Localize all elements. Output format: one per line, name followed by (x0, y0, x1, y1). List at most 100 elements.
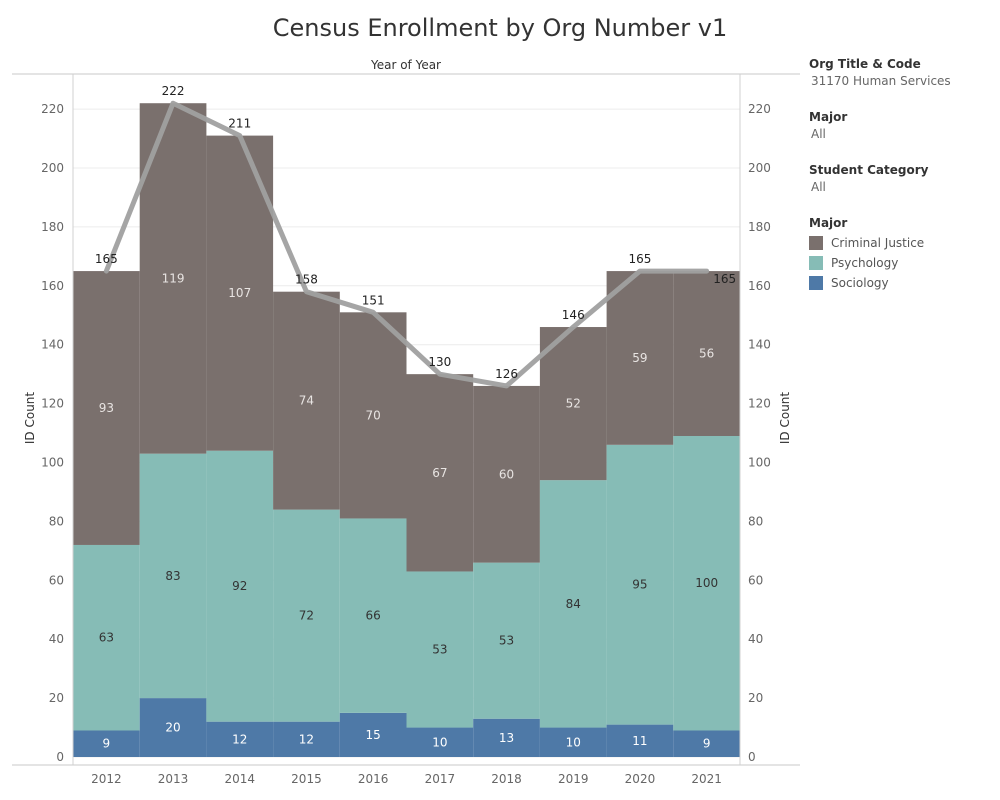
x-tick-label: 2017 (425, 772, 456, 786)
segment-label: 95 (632, 578, 647, 592)
y-tick-label-right: 80 (748, 514, 763, 528)
chart-canvas: 9639320831191292107127274156670105367135… (12, 58, 800, 786)
legend-item[interactable]: Criminal Justice (809, 233, 994, 253)
segment-label: 93 (99, 401, 114, 415)
y-tick-label-right: 100 (748, 456, 771, 470)
total-label: 151 (362, 293, 385, 307)
legend-item[interactable]: Psychology (809, 253, 994, 273)
total-line-path (103, 100, 710, 389)
major-filter[interactable]: Major All (809, 110, 994, 141)
x-tick-label: 2015 (291, 772, 322, 786)
org-filter[interactable]: Org Title & Code 31170 Human Services (809, 57, 994, 88)
legend-label: Psychology (831, 256, 899, 270)
x-tick-label: 2020 (625, 772, 656, 786)
segment-label: 20 (165, 721, 180, 735)
legend-item[interactable]: Sociology (809, 273, 994, 293)
segment-label: 60 (499, 467, 514, 481)
y-tick-label-left: 180 (41, 220, 64, 234)
segment-label: 13 (499, 731, 514, 745)
bar-segment (73, 544, 140, 731)
y-tick-label-right: 120 (748, 397, 771, 411)
bar-segment (606, 444, 674, 725)
bar-segment (539, 327, 607, 481)
student-category-filter-value[interactable]: All (811, 180, 826, 194)
y-tick-label-left: 220 (41, 102, 64, 116)
bar-segment (406, 727, 474, 757)
y-tick-label-left: 60 (49, 573, 64, 587)
y-tick-label-right: 60 (748, 573, 763, 587)
y-tick-label-right: 160 (748, 279, 771, 293)
bar-segment (539, 727, 607, 757)
segment-label: 92 (232, 579, 247, 593)
x-tick-label: 2016 (358, 772, 389, 786)
bar-segment (673, 730, 740, 757)
legend-swatch (809, 236, 823, 250)
column-header: Year of Year (370, 58, 441, 72)
bar-segment (673, 435, 740, 731)
legend-title: Major (809, 216, 848, 230)
bar-segment (139, 698, 207, 757)
total-label: 211 (228, 117, 251, 131)
segment-label: 10 (566, 735, 581, 749)
bar-segment (606, 724, 674, 757)
segment-label: 53 (432, 643, 447, 657)
bar-segment (473, 562, 540, 719)
bar-segment (473, 718, 540, 757)
y-tick-label-left: 140 (41, 338, 64, 352)
segment-label: 9 (103, 737, 111, 751)
legend-label: Criminal Justice (831, 236, 925, 250)
total-label: 165 (628, 252, 651, 266)
bar-segment (339, 518, 407, 713)
org-filter-title: Org Title & Code (809, 57, 921, 71)
x-tick-label: 2021 (691, 772, 722, 786)
y-tick-label-left: 20 (49, 691, 64, 705)
y-tick-label-left: 40 (49, 632, 64, 646)
bar-segment (139, 453, 207, 699)
y-tick-label-right: 180 (748, 220, 771, 234)
bar-segment (539, 480, 607, 728)
bar-segment (206, 450, 274, 722)
total-label: 158 (295, 273, 318, 287)
major-filter-title: Major (809, 110, 848, 124)
student-category-filter-title: Student Category (809, 163, 929, 177)
total-label: 222 (162, 84, 185, 98)
segment-label: 11 (632, 734, 647, 748)
bar-segment (406, 374, 474, 572)
major-filter-value[interactable]: All (811, 127, 826, 141)
segment-label: 74 (299, 394, 314, 408)
bar-segment (273, 509, 340, 722)
segment-label: 10 (432, 735, 447, 749)
org-filter-value[interactable]: 31170 Human Services (811, 74, 951, 88)
y-tick-label-left: 120 (41, 397, 64, 411)
y-tick-label-left: 0 (56, 750, 64, 764)
bar-segment (273, 291, 340, 510)
y-tick-label-right: 20 (748, 691, 763, 705)
total-label: 165 (95, 252, 118, 266)
legend-panel: Org Title & Code 31170 Human Services Ma… (809, 57, 994, 293)
legend-swatch (809, 256, 823, 270)
segment-label: 12 (232, 732, 247, 746)
data-labels: 9639320831191292107127274156670105367135… (95, 84, 736, 751)
color-legend: Major Criminal Justice Psychology Sociolog… (809, 216, 994, 293)
segment-label: 70 (366, 408, 381, 422)
segment-label: 66 (366, 609, 381, 623)
segment-label: 72 (299, 609, 314, 623)
x-tick-label: 2019 (558, 772, 589, 786)
y-tick-label-right: 140 (748, 338, 771, 352)
total-label: 146 (562, 308, 585, 322)
y-tick-label-left: 160 (41, 279, 64, 293)
segment-label: 56 (699, 347, 714, 361)
y-tick-label-left: 100 (41, 456, 64, 470)
total-line (103, 100, 710, 389)
total-label: 126 (495, 367, 518, 381)
legend-swatch (809, 276, 823, 290)
x-tick-label: 2018 (491, 772, 522, 786)
segment-label: 12 (299, 732, 314, 746)
y-tick-label-left: 80 (49, 514, 64, 528)
x-tick-label: 2014 (224, 772, 255, 786)
y-tick-label-right: 40 (748, 632, 763, 646)
student-category-filter[interactable]: Student Category All (809, 163, 994, 194)
segment-label: 84 (566, 597, 581, 611)
bar-segment (473, 385, 540, 563)
